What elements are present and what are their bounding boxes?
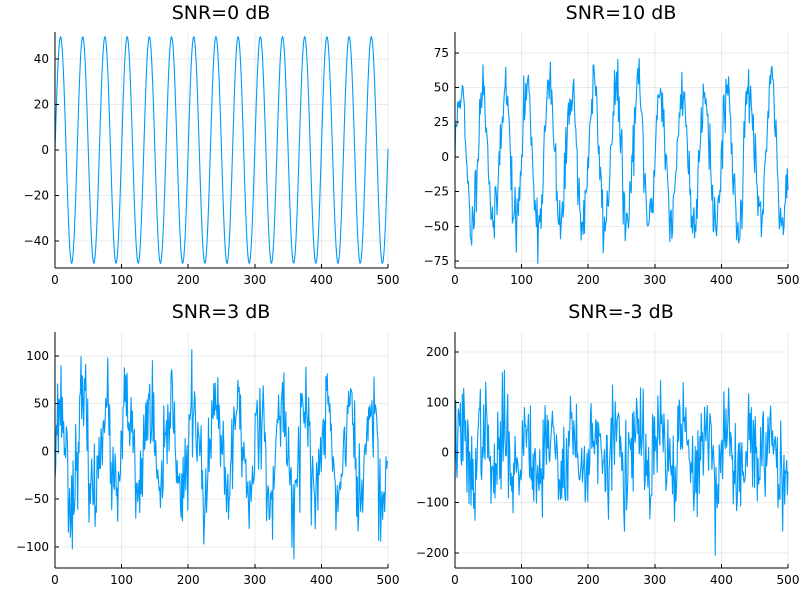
x-tick-label: 300: [643, 573, 666, 587]
y-tick-label: −100: [416, 496, 449, 510]
y-tick-label: 20: [34, 98, 49, 112]
series-line: [454, 58, 789, 264]
x-tick-label: 300: [243, 273, 266, 287]
x-tick-label: 400: [310, 273, 333, 287]
y-tick-label: −50: [24, 492, 49, 506]
x-tick-label: 200: [177, 273, 200, 287]
y-tick-label: 0: [41, 444, 49, 458]
subplot-bottom-right: SNR=-3 dB 0 100 200 300 400 500 −200 −100 0 100 20…: [416, 301, 799, 587]
x-tick-label: 500: [777, 273, 800, 287]
subplot-title: SNR=0 dB: [172, 2, 271, 24]
x-tick-label: 500: [777, 573, 800, 587]
x-tick-label: 500: [377, 273, 400, 287]
x-tick-label: 400: [710, 573, 733, 587]
x-tick-label: 100: [110, 573, 133, 587]
y-tick-label: −20: [24, 188, 49, 202]
x-tick-label: 100: [110, 273, 133, 287]
subplot-top-left: SNR=0 dB 0 100 200 300 400 500 −40 −20 0 20 40: [24, 2, 400, 287]
x-tick-label: 0: [451, 273, 459, 287]
y-tick-label: 25: [434, 115, 449, 129]
x-tick-label: 200: [577, 573, 600, 587]
y-tick-label: −40: [24, 234, 49, 248]
subplot-bottom-left: SNR=3 dB 0 100 200 300 400 500 −100 −50 0 50 100: [16, 301, 399, 587]
x-tick-label: 500: [377, 573, 400, 587]
y-tick-label: −50: [424, 219, 449, 233]
x-tick-label: 200: [177, 573, 200, 587]
subplot-title: SNR=3 dB: [172, 301, 271, 323]
subplot-top-right: SNR=10 dB 0 100 200 300 400 500 −75 −50 −25 0 25 50…: [424, 2, 800, 287]
x-tick-label: 300: [643, 273, 666, 287]
y-tick-label: −100: [16, 540, 49, 554]
x-tick-label: 0: [51, 273, 59, 287]
y-tick-label: 0: [441, 446, 449, 460]
x-tick-label: 200: [577, 273, 600, 287]
y-tick-label: 40: [34, 52, 49, 66]
x-tick-label: 100: [510, 273, 533, 287]
x-tick-label: 0: [51, 573, 59, 587]
y-tick-label: −200: [416, 546, 449, 560]
y-tick-label: 100: [26, 349, 49, 363]
subplot-title: SNR=-3 dB: [568, 301, 673, 323]
y-tick-label: −75: [424, 254, 449, 268]
y-tick-label: 200: [426, 345, 449, 359]
y-tick-label: 50: [434, 81, 449, 95]
y-tick-label: 75: [434, 46, 449, 60]
x-tick-label: 400: [710, 273, 733, 287]
x-tick-label: 0: [451, 573, 459, 587]
series-line: [54, 348, 389, 560]
series-line: [54, 35, 389, 265]
y-tick-label: 0: [441, 150, 449, 164]
x-tick-label: 400: [310, 573, 333, 587]
y-tick-label: 0: [41, 143, 49, 157]
y-tick-label: −25: [424, 185, 449, 199]
y-tick-label: 100: [426, 395, 449, 409]
x-tick-label: 300: [243, 573, 266, 587]
y-tick-label: 50: [34, 397, 49, 411]
subplot-title: SNR=10 dB: [566, 2, 677, 24]
series-line: [454, 369, 789, 556]
x-tick-label: 100: [510, 573, 533, 587]
